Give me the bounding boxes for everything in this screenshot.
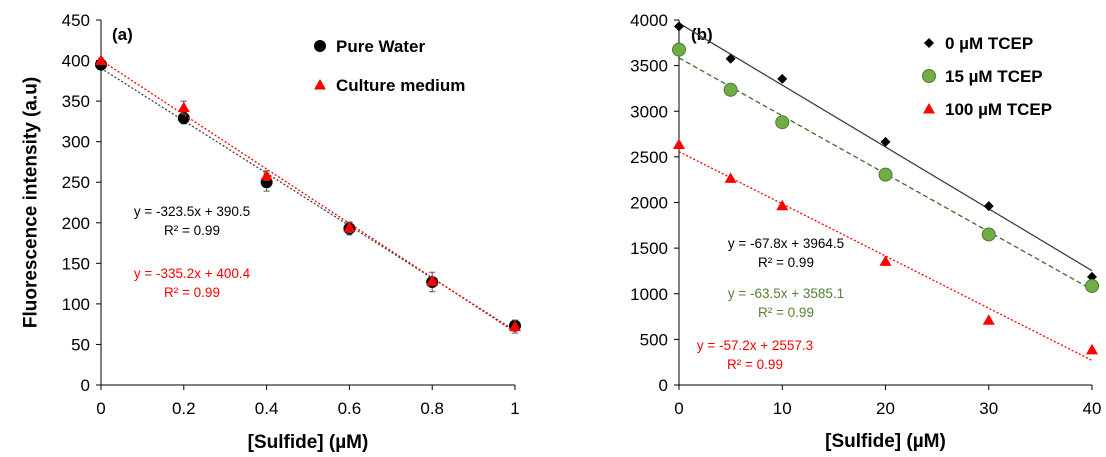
y-tick-label: 4000 xyxy=(630,11,668,30)
trend-r2: R² = 0.99 xyxy=(758,305,814,320)
legend-entry: 15 µM TCEP xyxy=(922,67,1043,86)
legend-marker xyxy=(314,40,326,52)
x-tick-label: 0.8 xyxy=(420,399,444,418)
trend-equation: y = -67.8x + 3964.5 xyxy=(728,236,844,251)
trendline xyxy=(678,151,1093,362)
series-1: y = -63.5x + 3585.1 R² = 0.99 xyxy=(672,42,1099,320)
y-tick-label: 3500 xyxy=(630,57,668,76)
data-point xyxy=(1087,271,1097,282)
data-point xyxy=(674,21,684,32)
y-tick-label: 350 xyxy=(62,92,90,111)
trend-equation: y = -57.2x + 2557.3 xyxy=(697,338,813,353)
series-2: y = -57.2x + 2557.3 R² = 0.99 xyxy=(673,138,1098,372)
legend-label: 15 µM TCEP xyxy=(945,67,1043,86)
legend-label: 100 µM TCEP xyxy=(945,100,1052,119)
y-tick-label: 0 xyxy=(81,376,90,395)
panel-label: (a) xyxy=(112,25,133,44)
trend-r2: R² = 0.99 xyxy=(727,357,783,372)
trend-r2: R² = 0.99 xyxy=(164,285,220,300)
legend-label: 0 µM TCEP xyxy=(945,34,1033,53)
data-point xyxy=(982,314,995,325)
data-point xyxy=(777,73,788,84)
x-tick-label: 0 xyxy=(674,399,683,418)
data-point xyxy=(723,82,738,97)
data-point xyxy=(509,320,521,332)
x-tick-label: 30 xyxy=(979,399,998,418)
y-tick-label: 100 xyxy=(62,295,90,314)
data-point xyxy=(981,227,996,242)
chart-panel-b: 0 500 1000 1500 2000 2500 3000 3500 4000 0 10 20 30 4… xyxy=(630,11,1101,452)
data-point xyxy=(672,42,686,57)
trend-r2: R² = 0.99 xyxy=(758,255,814,270)
y-tick-label: 2500 xyxy=(630,148,668,167)
series-0: y = -323.5x + 390.5 R² = 0.99 xyxy=(95,58,521,332)
series-1: y = -335.2x + 400.4 R² = 0.99 xyxy=(95,54,521,334)
y-tick-label: 150 xyxy=(62,254,90,273)
data-point xyxy=(879,255,892,266)
y-tick-label: 1500 xyxy=(630,239,668,258)
legend-marker xyxy=(923,103,935,114)
y-axis-label: Fluorescence intensity (a.u) xyxy=(21,77,42,328)
x-tick-label: 0.4 xyxy=(255,399,279,418)
data-point xyxy=(724,172,737,183)
data-point xyxy=(673,138,685,150)
x-tick-label: 0 xyxy=(96,399,105,418)
data-point xyxy=(260,169,273,181)
data-point xyxy=(426,275,439,286)
x-tick-label: 0.2 xyxy=(172,399,196,418)
x-axis-label: [Sulfide] (µM) xyxy=(825,431,946,452)
trend-equation: y = -335.2x + 400.4 xyxy=(134,266,251,281)
panel-label: (b) xyxy=(691,25,713,44)
data-point xyxy=(983,201,994,212)
y-tick-label: 3000 xyxy=(630,102,668,121)
data-point xyxy=(1086,343,1098,355)
data-point xyxy=(95,54,107,66)
data-point xyxy=(725,53,736,64)
trend-equation: y = -323.5x + 390.5 xyxy=(134,204,250,219)
data-point xyxy=(1085,278,1099,293)
x-tick-label: 40 xyxy=(1083,399,1102,418)
data-point xyxy=(775,115,790,130)
x-tick-label: 1 xyxy=(510,399,519,418)
x-tick-label: 10 xyxy=(773,399,792,418)
x-tick-label: 20 xyxy=(876,399,895,418)
legend-entry: 100 µM TCEP xyxy=(923,100,1052,119)
y-tick-label: 50 xyxy=(71,335,90,354)
legend-entry: Culture medium xyxy=(314,76,465,95)
chart-panel-a: 0 50 100 150 200 250 300 350 400 450 0 0.2 0.4 0.6 0.8… xyxy=(21,11,521,453)
x-tick-label: 0.6 xyxy=(338,399,362,418)
y-tick-label: 1000 xyxy=(630,285,668,304)
legend-entry: Pure Water xyxy=(314,37,426,56)
legend-label: Pure Water xyxy=(336,37,426,56)
data-point xyxy=(177,101,190,113)
data-point xyxy=(880,136,891,147)
y-tick-label: 500 xyxy=(640,330,668,349)
legend-marker xyxy=(922,69,936,83)
legend-marker xyxy=(924,38,934,48)
y-tick-label: 200 xyxy=(62,214,90,233)
series-0: y = -67.8x + 3964.5 R² = 0.99 xyxy=(674,21,1097,282)
trend-r2: R² = 0.99 xyxy=(164,223,220,238)
legend-label: Culture medium xyxy=(336,76,465,95)
y-tick-label: 0 xyxy=(659,376,668,395)
y-tick-label: 450 xyxy=(62,11,90,30)
trendline xyxy=(678,22,1093,272)
data-point xyxy=(343,221,356,233)
y-tick-label: 300 xyxy=(62,133,90,152)
trendline xyxy=(100,59,516,333)
y-tick-label: 2000 xyxy=(630,194,668,213)
y-tick-label: 250 xyxy=(62,173,90,192)
data-point xyxy=(878,167,893,182)
trend-equation: y = -63.5x + 3585.1 xyxy=(728,286,844,301)
legend-entry: 0 µM TCEP xyxy=(924,34,1033,53)
data-point xyxy=(776,199,789,211)
x-axis-label: [Sulfide] (µM) xyxy=(248,432,369,453)
y-tick-label: 400 xyxy=(62,52,90,71)
legend-marker xyxy=(314,79,326,90)
